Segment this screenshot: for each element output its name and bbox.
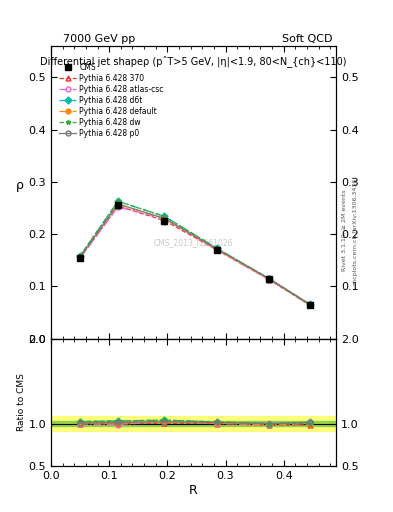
Pythia 6.428 atlas-csc [116, 204, 120, 210]
Pythia 6.428 d6t [307, 301, 312, 307]
Text: 7000 GeV pp: 7000 GeV pp [63, 33, 135, 44]
Pythia 6.428 p0 [267, 275, 272, 282]
Pythia 6.428 default [116, 201, 120, 207]
Y-axis label: Ratio to CMS: Ratio to CMS [17, 373, 26, 431]
Bar [51, 416, 336, 431]
Pythia 6.428 p0 [116, 201, 120, 207]
Pythia 6.428 dw [215, 245, 219, 251]
Pythia 6.428 atlas-csc [267, 276, 272, 283]
Pythia 6.428 370 [267, 276, 272, 283]
Pythia 6.428 p0 [215, 246, 219, 252]
X-axis label: R: R [189, 483, 198, 497]
Pythia 6.428 dw [267, 275, 272, 282]
Pythia 6.428 atlas-csc [215, 247, 219, 253]
Pythia 6.428 370 [116, 203, 120, 209]
Pythia 6.428 370 [162, 218, 167, 224]
Legend: CMS, Pythia 6.428 370, Pythia 6.428 atlas-csc, Pythia 6.428 d6t, Pythia 6.428 de: CMS, Pythia 6.428 370, Pythia 6.428 atla… [58, 61, 165, 139]
Pythia 6.428 d6t [162, 214, 167, 220]
Pythia 6.428 default [307, 302, 312, 308]
Pythia 6.428 370 [307, 302, 312, 308]
Pythia 6.428 atlas-csc [307, 302, 312, 308]
Text: CMS_2013_I1261026: CMS_2013_I1261026 [154, 238, 233, 247]
Pythia 6.428 default [78, 254, 83, 260]
Pythia 6.428 default [267, 276, 272, 282]
Pythia 6.428 d6t [215, 245, 219, 251]
Pythia 6.428 p0 [307, 301, 312, 307]
Pythia 6.428 dw [307, 302, 312, 308]
Bar [51, 421, 336, 425]
Text: Soft QCD: Soft QCD [282, 33, 332, 44]
Pythia 6.428 p0 [78, 254, 83, 260]
Pythia 6.428 p0 [162, 216, 167, 222]
Pythia 6.428 default [162, 216, 167, 222]
Pythia 6.428 d6t [78, 253, 83, 259]
Line: Pythia 6.428 d6t: Pythia 6.428 d6t [78, 199, 312, 307]
Pythia 6.428 d6t [116, 198, 120, 204]
Pythia 6.428 dw [78, 252, 83, 259]
Pythia 6.428 dw [116, 198, 120, 204]
Text: mcplots.cern.ch [arXiv:1306.3436]: mcplots.cern.ch [arXiv:1306.3436] [353, 176, 358, 285]
Pythia 6.428 dw [162, 214, 167, 220]
Pythia 6.428 default [215, 246, 219, 252]
Pythia 6.428 atlas-csc [162, 216, 167, 222]
Pythia 6.428 atlas-csc [78, 255, 83, 261]
Pythia 6.428 370 [215, 247, 219, 253]
Line: Pythia 6.428 dw: Pythia 6.428 dw [78, 199, 312, 307]
Text: Rivet 3.1.10, ≥ 2M events: Rivet 3.1.10, ≥ 2M events [342, 189, 346, 271]
Y-axis label: ρ: ρ [16, 179, 24, 193]
Pythia 6.428 d6t [267, 275, 272, 282]
Line: Pythia 6.428 370: Pythia 6.428 370 [78, 204, 312, 308]
Line: Pythia 6.428 atlas-csc: Pythia 6.428 atlas-csc [78, 205, 312, 307]
Pythia 6.428 370 [78, 254, 83, 261]
Line: Pythia 6.428 p0: Pythia 6.428 p0 [78, 201, 312, 307]
Text: Differential jet shapeρ (pˆT>5 GeV, |η|<1.9, 80<N_{ch}<110): Differential jet shapeρ (pˆT>5 GeV, |η|<… [40, 55, 347, 67]
Line: Pythia 6.428 default: Pythia 6.428 default [78, 202, 312, 307]
